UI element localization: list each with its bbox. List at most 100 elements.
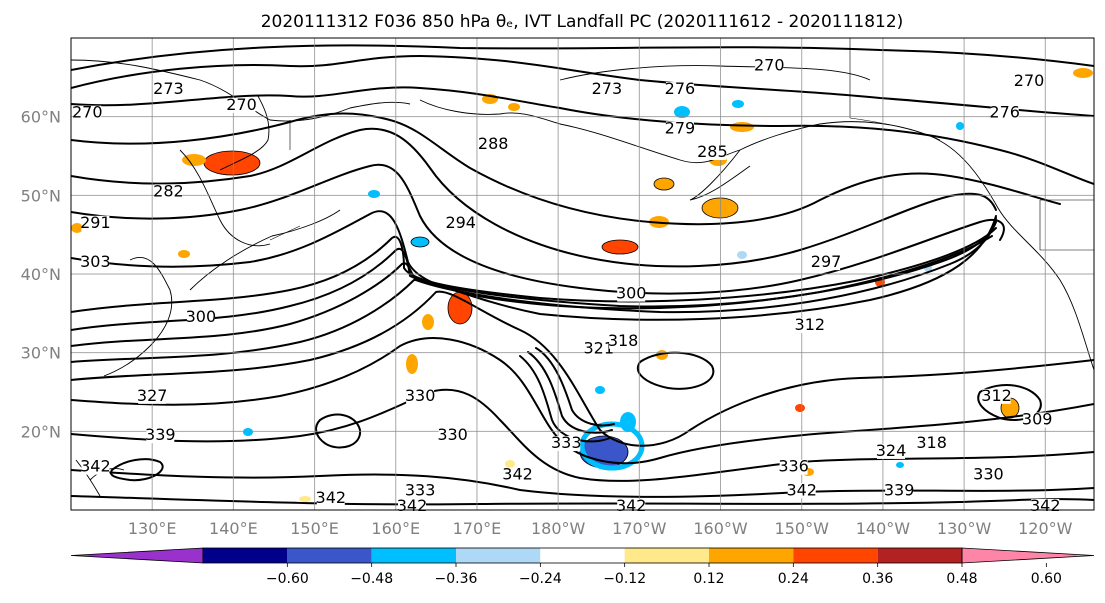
shade-patch xyxy=(299,496,311,502)
contour-line xyxy=(71,290,1094,447)
shade-patch xyxy=(674,106,690,118)
longitude-tick-label: 130°E xyxy=(128,519,177,538)
contour-label: 327 xyxy=(137,386,168,405)
colorbar-segment xyxy=(709,548,794,563)
contour-label: 342 xyxy=(786,480,817,499)
colorbar-segment xyxy=(287,548,372,563)
coastline xyxy=(739,121,1094,371)
contour-label-bg xyxy=(406,388,435,404)
colorbar-tick-label: 0.48 xyxy=(946,571,977,587)
contour-label-bg xyxy=(1023,412,1052,428)
colorbar-tick-label: −0.60 xyxy=(266,571,309,587)
longitude-tick-label: 170°W xyxy=(612,519,667,538)
contour-label-bg xyxy=(73,105,102,121)
contour-label: 342 xyxy=(502,465,533,484)
shade-patch xyxy=(182,154,206,166)
contour-line xyxy=(71,55,1094,117)
shade-patch xyxy=(730,122,754,132)
contour-label-bg xyxy=(479,137,508,153)
contour-label: 270 xyxy=(226,95,257,114)
contour-label: 288 xyxy=(478,134,509,153)
shade-patch xyxy=(178,250,190,258)
contour-label-bg xyxy=(1015,74,1044,90)
shade-patch xyxy=(795,404,805,412)
contour-label-bg xyxy=(584,341,613,357)
contour-line xyxy=(71,337,1094,465)
contour-label: 342 xyxy=(316,488,347,507)
contour-label-bg xyxy=(795,318,824,334)
contour-label: 273 xyxy=(592,79,623,98)
contour-label: 300 xyxy=(616,284,647,303)
longitude-tick-label: 150°E xyxy=(290,519,339,538)
contour-label-bg xyxy=(665,82,694,98)
contour-label-bg xyxy=(609,333,638,349)
colorbar-segment xyxy=(877,548,962,563)
longitude-tick-label: 140°W xyxy=(856,519,911,538)
latitude-tick-label: 50°N xyxy=(21,186,61,205)
colorbar-tick-label: 0.36 xyxy=(862,571,893,587)
country-border xyxy=(849,38,1094,251)
colorbar-tick-label: 0.24 xyxy=(778,571,809,587)
contour-label: 339 xyxy=(884,480,915,499)
shade-patch xyxy=(653,177,675,191)
coastlines xyxy=(71,38,1094,497)
shade-patch xyxy=(508,103,520,111)
colorbar-tick-label: −0.36 xyxy=(435,571,478,587)
contour-label-bg xyxy=(227,97,256,113)
colorbar-segment xyxy=(456,548,541,563)
shade-patch xyxy=(620,412,636,432)
contour-label-bg xyxy=(787,483,816,499)
shade-patch xyxy=(732,100,744,108)
contour-label-bg xyxy=(138,388,167,404)
contour-label-bg xyxy=(885,483,914,499)
contour-line xyxy=(527,351,613,434)
contour-label: 291 xyxy=(80,213,111,232)
map-panel: 273 270 270 273 276 270 270 276 279 288 285 282 291 2… xyxy=(70,37,1095,515)
contour-label: 276 xyxy=(665,79,696,98)
longitude-tick-label: 160°W xyxy=(693,519,748,538)
colorbar-extend-high xyxy=(961,547,1095,564)
contour-line xyxy=(519,355,611,443)
colorbar-frame xyxy=(202,547,963,564)
longitude-tick-label: 170°E xyxy=(453,519,502,538)
contour-label: 318 xyxy=(916,433,947,452)
contour-label-bg xyxy=(917,436,946,452)
colorbar-tick-label: −0.48 xyxy=(350,571,393,587)
contour-line xyxy=(110,458,164,482)
colorbar-tick-label: −0.24 xyxy=(519,571,562,587)
shade-patch xyxy=(601,239,639,255)
contour-label-bg xyxy=(755,58,784,74)
contour-label: 321 xyxy=(583,339,614,358)
contour-label: 294 xyxy=(445,213,476,232)
contour-label-bg xyxy=(974,467,1003,483)
contour-label-bg xyxy=(446,215,475,231)
contour-label-bg xyxy=(877,443,906,459)
contour-label: 273 xyxy=(153,79,184,98)
colorbar-segment xyxy=(203,548,288,563)
contour-label-bg xyxy=(552,436,581,452)
contour-label: 270 xyxy=(1014,71,1045,90)
contour-label: 330 xyxy=(437,425,468,444)
contour-line xyxy=(535,347,615,427)
coastline xyxy=(689,149,751,201)
contour-label: 333 xyxy=(405,480,436,499)
contour-label-bg xyxy=(316,491,345,507)
contour-line xyxy=(71,44,1094,71)
colorbar-tick-label: 0.60 xyxy=(1031,571,1062,587)
contour-label: 303 xyxy=(80,252,111,271)
colorbar-segment xyxy=(371,548,456,563)
contour-label: 300 xyxy=(186,307,217,326)
contour-label: 342 xyxy=(397,496,428,515)
contour-label-bg xyxy=(406,483,435,499)
contour-label: 342 xyxy=(616,496,647,515)
contour-label: 270 xyxy=(754,55,785,74)
contour-line xyxy=(71,217,997,347)
shade-patch xyxy=(595,386,605,394)
shade-patch xyxy=(406,354,418,374)
map-frame xyxy=(70,37,1095,511)
contour-label-bg xyxy=(779,459,808,475)
coastline xyxy=(419,99,741,164)
graticule xyxy=(71,38,1094,510)
contour-labels: 273 270 270 273 276 270 270 276 279 288 285 282 291 2… xyxy=(72,55,1061,515)
